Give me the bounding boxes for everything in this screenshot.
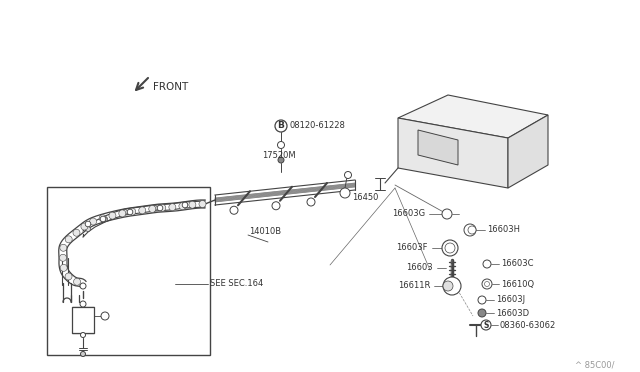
Circle shape — [60, 244, 67, 251]
Circle shape — [148, 205, 156, 212]
Text: 16603G: 16603G — [392, 209, 425, 218]
Circle shape — [189, 201, 196, 208]
Text: 16603D: 16603D — [496, 308, 529, 317]
Polygon shape — [418, 130, 458, 165]
Text: 16603J: 16603J — [496, 295, 525, 305]
Circle shape — [90, 218, 97, 225]
Circle shape — [478, 296, 486, 304]
Circle shape — [445, 243, 455, 253]
Circle shape — [442, 209, 452, 219]
Circle shape — [73, 229, 80, 236]
Circle shape — [101, 312, 109, 320]
Text: FRONT: FRONT — [153, 82, 188, 92]
Circle shape — [442, 240, 458, 256]
Circle shape — [85, 221, 91, 227]
Text: 08120-61228: 08120-61228 — [289, 122, 345, 131]
Circle shape — [80, 283, 86, 289]
Circle shape — [443, 277, 461, 295]
Text: 16603C: 16603C — [501, 260, 534, 269]
Circle shape — [278, 157, 284, 163]
Circle shape — [275, 120, 287, 132]
Circle shape — [65, 236, 72, 243]
Circle shape — [100, 216, 106, 222]
Circle shape — [60, 264, 67, 271]
Circle shape — [182, 202, 188, 208]
Circle shape — [60, 254, 67, 261]
Text: 16611R: 16611R — [397, 282, 430, 291]
Polygon shape — [398, 118, 508, 188]
Circle shape — [478, 309, 486, 317]
Text: 17520M: 17520M — [262, 151, 296, 160]
Text: 16603: 16603 — [406, 263, 433, 273]
Bar — [72, 307, 94, 333]
Circle shape — [169, 204, 176, 211]
Circle shape — [65, 273, 72, 280]
Circle shape — [86, 227, 90, 231]
Text: S: S — [483, 321, 489, 330]
Text: 16450: 16450 — [352, 192, 378, 202]
Polygon shape — [398, 95, 548, 138]
Circle shape — [272, 202, 280, 210]
Circle shape — [179, 203, 186, 209]
Text: 16603F: 16603F — [397, 244, 428, 253]
Circle shape — [157, 205, 163, 211]
Circle shape — [99, 215, 106, 222]
Circle shape — [102, 217, 108, 221]
Text: 08360-63062: 08360-63062 — [500, 321, 556, 330]
Text: 16603H: 16603H — [487, 225, 520, 234]
Text: ^ 85C00/: ^ 85C00/ — [575, 360, 614, 369]
Text: B: B — [278, 122, 284, 131]
Circle shape — [80, 301, 86, 307]
Circle shape — [129, 208, 136, 215]
Circle shape — [344, 171, 351, 179]
Circle shape — [109, 212, 116, 219]
Text: 14010B: 14010B — [249, 228, 281, 237]
Circle shape — [74, 278, 81, 285]
Circle shape — [464, 224, 476, 236]
Text: SEE SEC.164: SEE SEC.164 — [210, 279, 263, 289]
Circle shape — [340, 188, 350, 198]
Circle shape — [230, 206, 238, 214]
Circle shape — [182, 202, 188, 208]
Circle shape — [81, 223, 88, 230]
Circle shape — [468, 226, 476, 234]
Circle shape — [483, 260, 491, 268]
Circle shape — [81, 352, 86, 356]
Circle shape — [482, 279, 492, 289]
Circle shape — [307, 198, 315, 206]
Circle shape — [484, 282, 490, 286]
Circle shape — [278, 141, 285, 148]
Circle shape — [159, 204, 166, 211]
Circle shape — [119, 210, 126, 217]
Circle shape — [443, 281, 453, 291]
Circle shape — [139, 207, 146, 214]
Circle shape — [481, 320, 491, 330]
Circle shape — [122, 209, 127, 215]
Circle shape — [81, 333, 86, 337]
Text: 16610Q: 16610Q — [501, 279, 534, 289]
Circle shape — [199, 201, 206, 208]
Circle shape — [127, 209, 133, 215]
Bar — [47, 187, 210, 355]
Circle shape — [152, 205, 157, 211]
Polygon shape — [508, 115, 548, 188]
